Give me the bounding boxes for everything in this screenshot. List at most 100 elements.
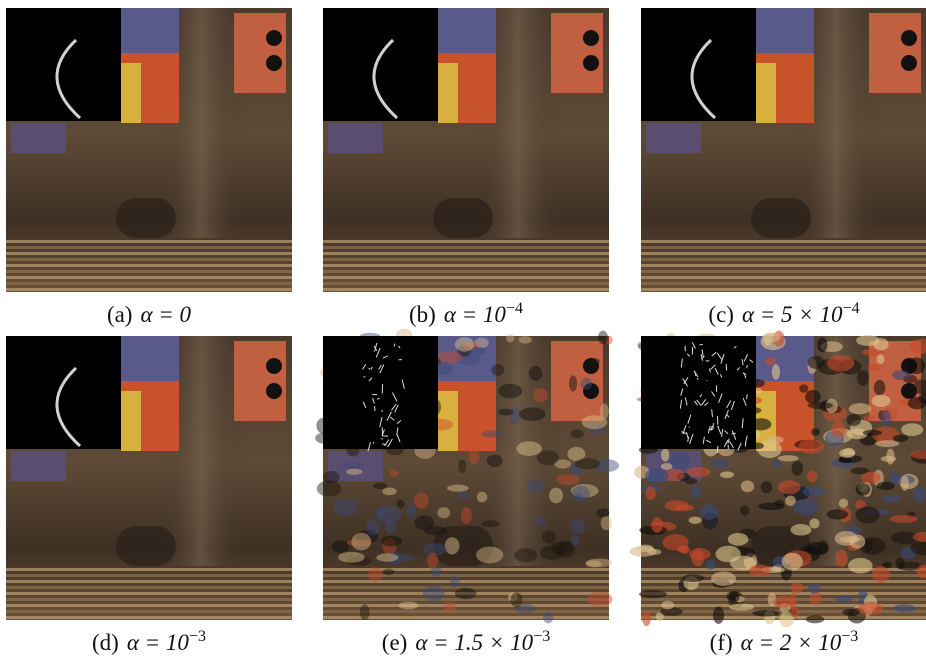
artifact-blob (856, 483, 871, 495)
artifact-blob (469, 447, 479, 464)
artifact-blob (856, 507, 880, 524)
artifact-blob (519, 336, 532, 343)
artifact-blob (778, 480, 801, 494)
artifact-blob (713, 606, 724, 624)
artifact-blob (740, 506, 750, 516)
kernel-inset (323, 336, 438, 449)
banner (551, 13, 603, 93)
artifact-blob (661, 448, 669, 461)
artifact-blob (437, 507, 450, 518)
artifact-blob (881, 410, 891, 427)
artifact-blob (807, 471, 817, 482)
artifact-blob (809, 518, 819, 528)
artifact-blob (423, 585, 445, 601)
artifact-blob (913, 486, 926, 502)
tapestry-top (438, 8, 496, 53)
arch (116, 526, 176, 566)
banner (234, 13, 286, 93)
artifact-blob (366, 520, 380, 536)
caption-math: α = 2 × 10 (741, 630, 842, 655)
artifact-blob (827, 355, 854, 371)
artifact-blob (767, 436, 783, 443)
caption-label: (a) (107, 302, 133, 327)
artifact-blob (835, 531, 858, 546)
artifact-blob (874, 380, 885, 395)
artifact-blob (872, 566, 890, 583)
artifact-blob (908, 397, 926, 409)
artifact-blob (427, 553, 438, 569)
artifact-blob (689, 517, 702, 524)
artifact-blob (575, 458, 600, 469)
artifact-blob (877, 482, 895, 490)
pew (6, 616, 292, 619)
artifact-blob (778, 455, 799, 461)
artifact-blob (890, 515, 918, 523)
panel-image (6, 336, 292, 620)
artifact-blob (857, 370, 869, 385)
caption-label: (b) (409, 302, 436, 327)
pew (641, 270, 926, 273)
artifact-blob (665, 500, 689, 511)
artifact-blob (798, 439, 824, 453)
artifact-blob (677, 546, 689, 553)
artifact-blob (907, 357, 925, 374)
artifact-blob (600, 403, 609, 418)
caption-math: α = 10 (444, 302, 507, 327)
artifact-blob (571, 429, 584, 438)
artifact-blob (383, 569, 394, 575)
tapestry-top (756, 8, 814, 53)
artifact-blob (873, 338, 888, 350)
panel-image (641, 8, 926, 292)
caption: (e)α = 1.5 × 10−3 (382, 628, 550, 655)
artifact-blob (423, 543, 447, 555)
banner-dot (901, 55, 917, 71)
panel-image (6, 8, 292, 292)
tapestry-lower (646, 123, 701, 153)
banner-dot (583, 30, 599, 46)
kernel-inset (6, 8, 121, 121)
kernel-inset (6, 336, 121, 449)
artifact-blob (477, 492, 487, 503)
pew (323, 240, 609, 243)
artifact-blob (765, 357, 776, 366)
artifact-blob (684, 478, 697, 485)
artifact-blob (687, 467, 711, 477)
artifact-blob (450, 576, 460, 588)
artifact-blob (749, 565, 771, 577)
pew (641, 246, 926, 249)
banner-dot (266, 55, 282, 71)
artifact-blob (858, 602, 883, 615)
caption: (c)α = 5 × 10−4 (708, 300, 859, 327)
pew (6, 604, 292, 607)
pew (6, 288, 292, 291)
artifact-blob (444, 602, 456, 613)
artifact-blob (491, 364, 504, 376)
pew (6, 240, 292, 243)
kernel-noise (745, 443, 746, 446)
artifact-blob (376, 507, 386, 517)
kernel-inset (323, 8, 438, 121)
pew (641, 264, 926, 267)
pew (6, 246, 292, 249)
artifact-blob (535, 517, 546, 526)
artifact-blob (455, 337, 474, 351)
artifact-blob (758, 503, 785, 510)
pew (323, 276, 609, 279)
artifact-blob (346, 469, 362, 475)
artifact-blob (847, 414, 862, 426)
artifact-blob (333, 499, 358, 516)
artifact-blob (569, 375, 577, 391)
banner-dot (266, 30, 282, 46)
artifact-blob (549, 488, 563, 504)
pew (6, 580, 292, 583)
panel-image (323, 8, 609, 292)
pew (323, 288, 609, 291)
artifact-blob (901, 475, 909, 490)
artifact-blob (682, 574, 704, 582)
artifact-blob (445, 537, 460, 554)
artifact-blob (729, 591, 740, 602)
artifact-blob (761, 481, 772, 493)
kernel-inset (641, 8, 756, 121)
artifact-blob (868, 364, 882, 371)
pew (323, 282, 609, 285)
